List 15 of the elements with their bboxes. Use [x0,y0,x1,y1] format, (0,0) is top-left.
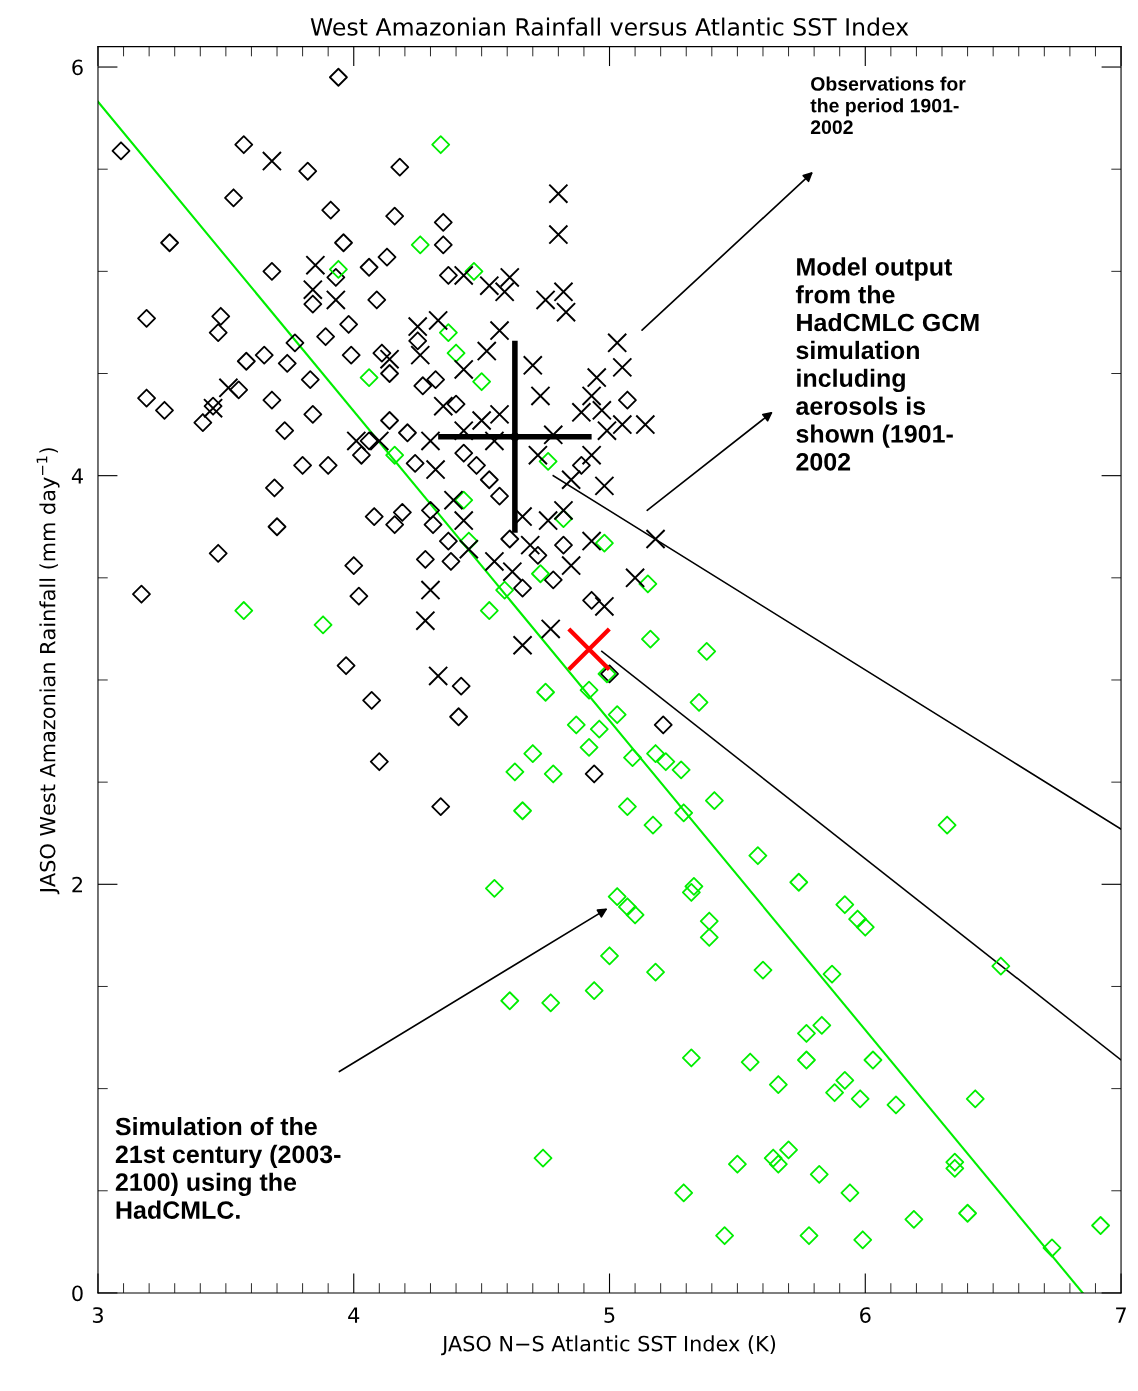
annotation: Observations for the period 1901- 2002 [810,76,966,135]
annotation: Model output from the HadCMLC GCM simulation including aerosols is shown (1901- 2002 [795,257,979,471]
y-tick-label: 6 [72,59,83,76]
y-tick-label: 2 [72,876,83,893]
x-tick-label: 3 [92,1307,103,1323]
chart-title: West Amazonian Rainfall versus Atlantic SST Index [310,17,909,36]
x-tick-label: 6 [860,1307,871,1323]
x-axis-title: JASO N−S Atlantic SST Index (K) [441,1335,776,1356]
y-tick-label: 0 [72,1285,83,1302]
annotation: Simulation of the 21st century (2003- 2100) using the HadCMLC. [115,1116,341,1219]
x-tick-label: 7 [1116,1307,1126,1323]
y-axis-title: JASO West Amazonian Rainfall (mm day$^{−1}$) [36,448,60,895]
x-tick-label: 5 [604,1307,615,1323]
y-tick-label: 4 [71,468,83,484]
x-tick-label: 4 [348,1307,360,1323]
